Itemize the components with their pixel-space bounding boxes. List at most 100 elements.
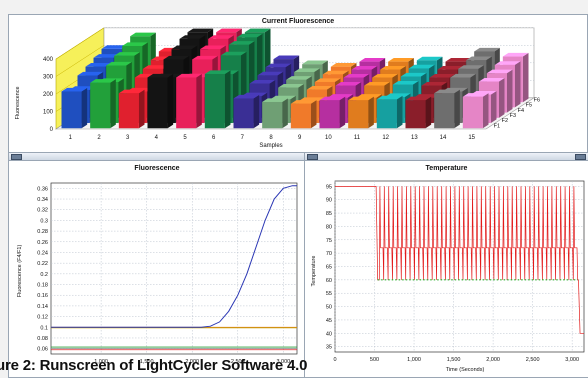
y-tick-label: 85 [326, 211, 332, 217]
sample-tick-label: 6 [212, 135, 216, 141]
bar [148, 77, 168, 128]
bar-side [368, 97, 374, 129]
sample-tick-label: 3 [126, 135, 130, 141]
row-label: F3 [510, 113, 516, 119]
bar-side [454, 90, 460, 129]
x-tick-label: 500 [370, 357, 379, 363]
bar [434, 93, 454, 128]
x-axis-label: Time (Seconds) [446, 367, 485, 373]
bar-side [523, 53, 529, 102]
y-tick-label: 0.22 [37, 261, 48, 267]
bar [348, 100, 368, 128]
figure-caption: ure 2: Runscreen of LightCycler Software… [0, 357, 307, 374]
x-tick-label: 0 [333, 357, 336, 363]
y-tick-label: 75 [326, 238, 332, 244]
bar [234, 98, 254, 128]
x-tick-label: 2,500 [526, 357, 540, 363]
sample-tick-label: 14 [440, 135, 447, 141]
y-axis-label: Temperature [311, 256, 317, 287]
y-tick-label: 0.16 [37, 293, 48, 299]
bar-side [82, 88, 88, 128]
plot-area [51, 183, 297, 354]
y-tick-label: 0.06 [37, 347, 48, 353]
y-axis-label: Fluorescence (F4/F1) [17, 245, 23, 298]
sample-tick-label: 10 [325, 135, 332, 141]
current-fluorescence-panel: Current Fluorescence 400 300 200 100 0 Fluore… [8, 14, 588, 154]
sample-tick-label: 7 [241, 135, 245, 141]
y-tick-label: 80 [326, 224, 332, 230]
bar-side [426, 97, 432, 129]
bar [205, 74, 225, 128]
y-tick-label: 90 [326, 198, 332, 204]
row-label: F2 [502, 118, 508, 124]
sample-tick-label: 9 [298, 135, 302, 141]
bar [377, 99, 397, 128]
bar [62, 91, 82, 128]
x-tick-label: 3,000 [565, 357, 579, 363]
temperature-chart: 95 90 85 80 75 70 65 60 55 50 45 40 350 500 1,000 1,500… [305, 153, 588, 377]
x-tick-label: 2,000 [486, 357, 500, 363]
bar-side [507, 70, 513, 113]
bar-side [196, 74, 202, 128]
y-tick-label: 65 [326, 265, 332, 271]
y-tick-label: 60 [326, 278, 332, 284]
y-tick-label: 0.12 [37, 315, 48, 321]
bar-side [110, 79, 116, 128]
y-tick-label: 0 [50, 127, 54, 133]
row-label: F4 [518, 108, 524, 114]
sample-tick-label: 8 [269, 135, 273, 141]
y-tick-label: 0.32 [37, 208, 48, 214]
y-tick-label: 40 [326, 331, 332, 337]
x-tick-label: 1,500 [447, 357, 461, 363]
sample-tick-label: 1 [69, 135, 73, 141]
y-tick-label: 55 [326, 291, 332, 297]
bar [119, 93, 139, 128]
row-label: F5 [526, 103, 532, 109]
row-label: F1 [494, 123, 500, 129]
bar-side [139, 90, 145, 129]
bar-side [340, 97, 346, 129]
fluorescence-panel: Fluorescence 0.36 0.34 0.32 0.3 0.28 0.26 0.24… [8, 152, 306, 378]
bar-side [483, 93, 489, 128]
sample-tick-label: 11 [354, 135, 361, 141]
y-tick-label: 100 [43, 110, 54, 116]
y-tick-label: 0.34 [37, 197, 48, 203]
bar [262, 102, 282, 128]
bar-side [168, 74, 174, 128]
y-tick-label: 0.28 [37, 229, 48, 235]
bar-side [282, 98, 288, 128]
sample-tick-label: 5 [183, 135, 187, 141]
bar [90, 83, 110, 129]
bar-side [491, 91, 497, 123]
y-axis-label: Fluorescence [15, 86, 21, 119]
bar [406, 100, 426, 128]
y-tick-label: 400 [43, 57, 54, 63]
y-tick-label: 0.1 [40, 325, 48, 331]
bar-side [515, 61, 521, 107]
sample-tick-label: 12 [382, 135, 389, 141]
y-tick-label: 200 [43, 92, 54, 98]
y-tick-label: 0.3 [40, 218, 48, 224]
x-tick-label: 1,000 [407, 357, 421, 363]
y-tick-label: 0.24 [37, 250, 48, 256]
y-tick-label: 0.36 [37, 186, 48, 192]
y-tick-label: 45 [326, 318, 332, 324]
y-tick-label: 50 [326, 305, 332, 311]
temperature-panel: Temperature 95 90 85 80 75 70 65 60 55 50 45 40 35 0 5… [304, 152, 588, 378]
bar [291, 104, 311, 129]
bar [463, 97, 483, 129]
y-tick-label: 70 [326, 251, 332, 257]
y-tick-label: 35 [326, 345, 332, 351]
bar-side [499, 78, 505, 118]
y-tick-label: 0.18 [37, 283, 48, 289]
sample-tick-label: 4 [155, 135, 159, 141]
y-tick-label: 0.08 [37, 336, 48, 342]
y-tick-label: 95 [326, 184, 332, 190]
y-tick-label: 0.2 [40, 272, 48, 278]
x-axis-label: Samples [259, 143, 282, 149]
sample-tick-label: 15 [468, 135, 475, 141]
bar-side [254, 95, 260, 128]
bar-side [397, 96, 403, 129]
fluorescence-chart: 0.36 0.34 0.32 0.3 0.28 0.26 0.24 0.22 0.2 0.18 0.… [9, 153, 305, 377]
bar-chart-3d: 4003002001000Fluorescence1 2 3 4 5 6 7 8 9 10 11 12… [9, 15, 587, 153]
